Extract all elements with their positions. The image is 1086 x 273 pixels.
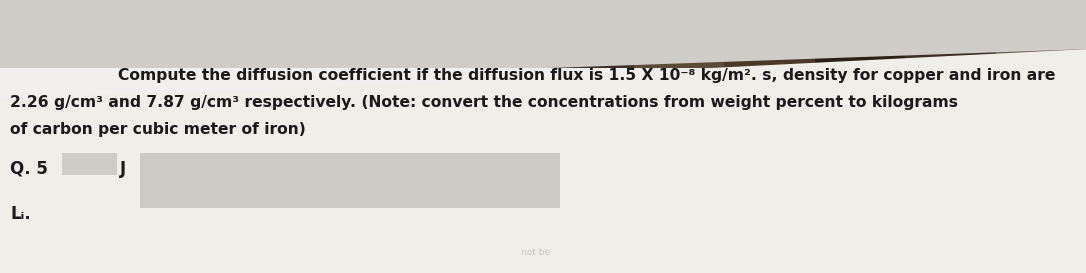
Text: Lᵢ.: Lᵢ.: [10, 205, 30, 223]
Text: Compute the diffusion coefficient if the diffusion flux is 1.5 X 10⁻⁸ kg/m². s, : Compute the diffusion coefficient if the…: [118, 68, 1056, 83]
Bar: [362, 0, 453, 76]
Bar: [272, 0, 362, 76]
Bar: [724, 0, 814, 76]
Bar: [453, 0, 543, 76]
Text: 2.26 g/cm³ and 7.87 g/cm³ respectively. (Note: convert the concentrations from w: 2.26 g/cm³ and 7.87 g/cm³ respectively. …: [10, 95, 958, 110]
Bar: [996, 0, 1086, 76]
Text: of carbon per cubic meter of iron): of carbon per cubic meter of iron): [10, 122, 306, 137]
Bar: [633, 0, 724, 76]
Polygon shape: [0, 49, 1086, 273]
Bar: [181, 0, 272, 76]
Bar: [0, 68, 1086, 273]
Bar: [0, 0, 90, 76]
Bar: [90, 0, 181, 76]
Text: Q. 5: Q. 5: [10, 160, 48, 178]
Bar: [905, 0, 996, 76]
Bar: [814, 0, 905, 76]
Text: not be: not be: [521, 248, 551, 257]
Bar: [543, 0, 633, 76]
Bar: [140, 153, 560, 208]
Text: J: J: [119, 160, 126, 178]
FancyBboxPatch shape: [0, 0, 1086, 60]
Bar: [62, 153, 117, 175]
Polygon shape: [0, 0, 1086, 87]
